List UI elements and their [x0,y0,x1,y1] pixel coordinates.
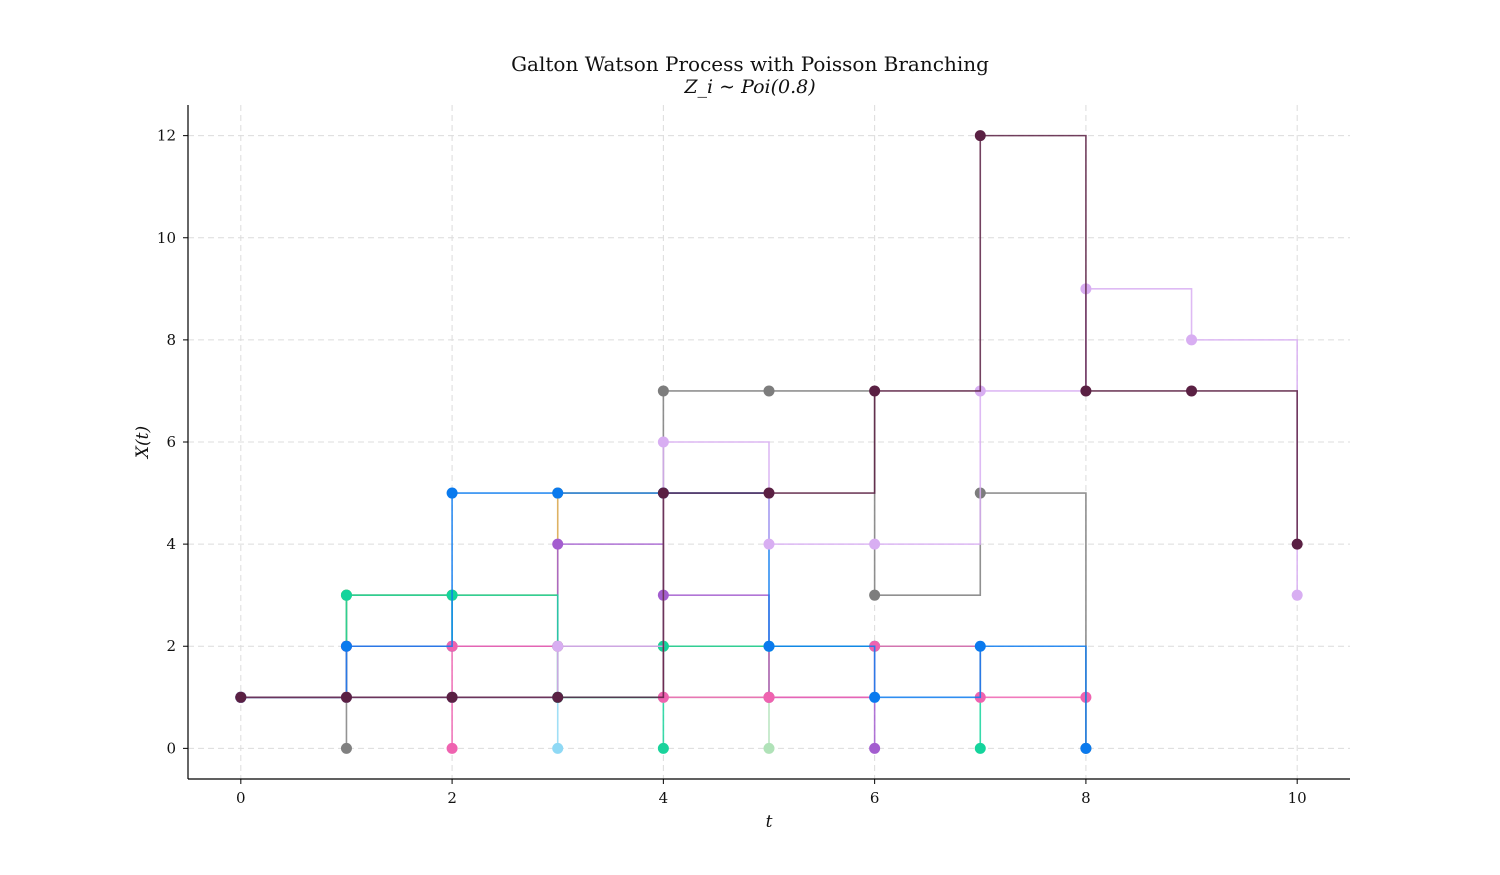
data-point [1186,334,1198,346]
y-axis-label: X(t) [133,426,153,460]
data-point [1080,742,1092,754]
y-tick-label: 6 [166,433,176,451]
y-tick-label: 10 [157,229,176,247]
data-point [763,640,775,652]
data-point [446,742,458,754]
series-5 [235,691,564,754]
chart-title: Galton Watson Process with Poisson Branc… [511,52,989,76]
data-point [657,487,669,499]
data-point [235,691,247,703]
data-point [1291,538,1303,550]
series-step-line [240,594,982,749]
data-point [446,691,458,703]
data-point [974,130,986,142]
data-point [763,538,775,550]
data-point [763,691,775,703]
data-point [446,487,458,499]
x-axis-label: t [766,812,773,832]
series-step-line [240,134,1298,699]
data-point [657,436,669,448]
y-tick-label: 0 [166,739,176,757]
data-point [1291,589,1303,601]
data-point [869,589,881,601]
data-point [869,538,881,550]
x-tick-label: 8 [1081,789,1091,807]
data-point [552,538,564,550]
data-point [340,640,352,652]
y-tick-label: 2 [166,637,176,655]
x-tick-label: 0 [236,789,246,807]
data-point [657,742,669,754]
series-step-line [240,696,348,749]
x-tick-label: 6 [870,789,880,807]
y-tick-label: 8 [166,331,176,349]
data-point [763,385,775,397]
data-point [1186,385,1198,397]
data-point [552,487,564,499]
data-point [340,691,352,703]
series-step-line [240,696,559,749]
data-point [657,385,669,397]
data-point [552,742,564,754]
data-point [869,691,881,703]
series-group [235,130,1303,754]
x-tick-label: 10 [1288,789,1307,807]
data-point [974,640,986,652]
y-tick-label: 4 [166,535,176,553]
data-point [1080,385,1092,397]
data-point [763,742,775,754]
data-point [869,385,881,397]
data-point [552,691,564,703]
y-tick-label: 12 [157,127,176,145]
data-point [340,742,352,754]
x-tick-label: 4 [659,789,669,807]
series-8 [235,589,986,754]
data-point [869,742,881,754]
chart-subtitle: Z_i ∼ Poi(0.8) [684,76,816,98]
ticks: 0 2 4 6 8 10 0 2 4 6 8 10 12 [157,127,1307,807]
series-1 [235,691,352,754]
data-point [974,742,986,754]
data-point [763,487,775,499]
series-13 [235,130,1303,703]
x-tick-label: 2 [447,789,457,807]
data-point [552,640,564,652]
data-point [340,589,352,601]
